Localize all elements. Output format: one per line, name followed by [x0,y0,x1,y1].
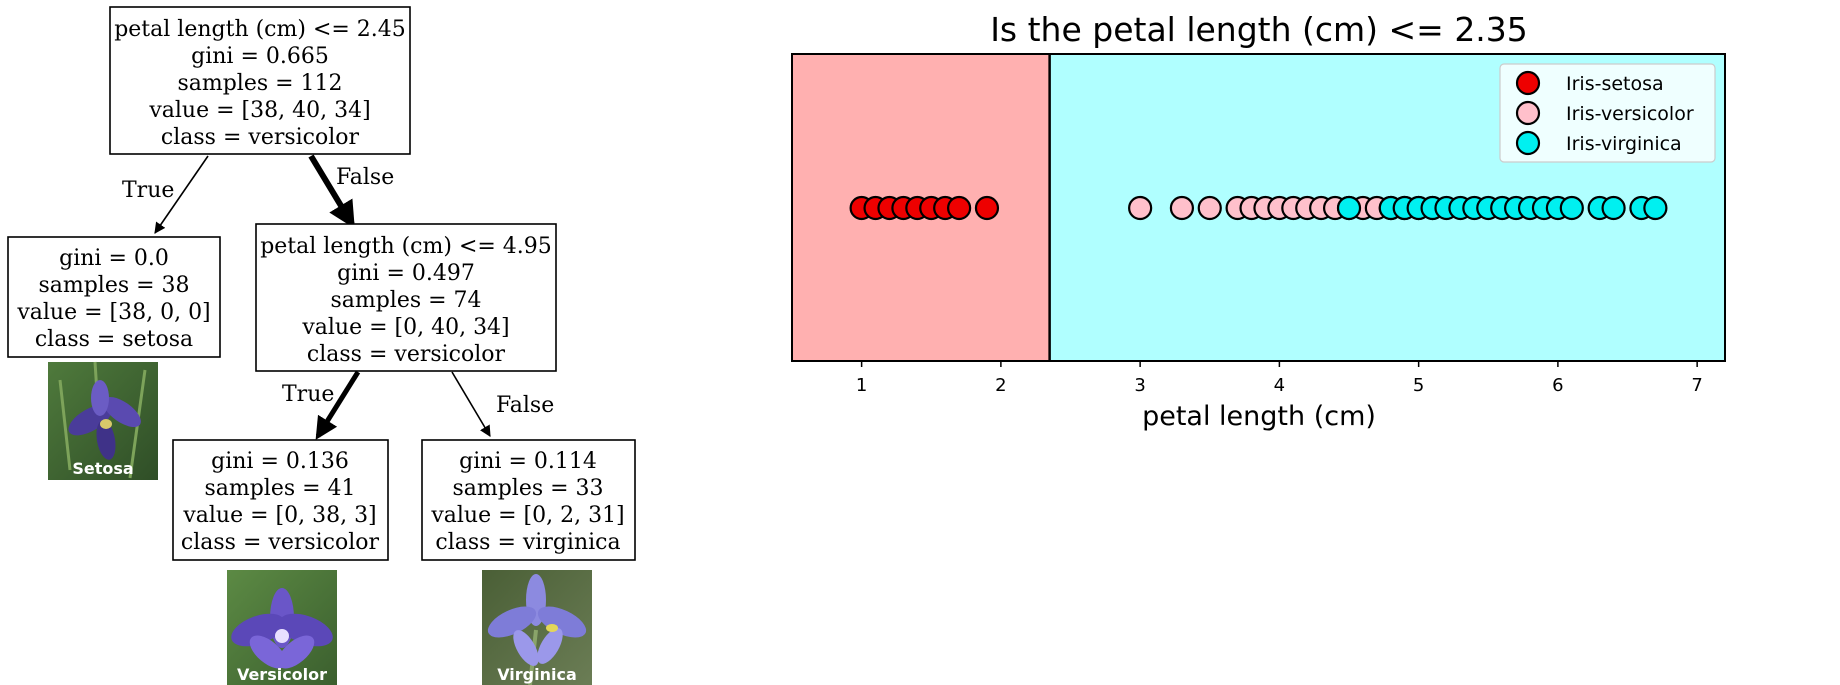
legend-label: Iris-setosa [1566,73,1664,95]
node-line: value = [38, 0, 0] [16,300,210,325]
decision-tree: True False True False petal length (cm) … [7,6,636,685]
x-tick-label: 6 [1552,375,1563,396]
legend-marker [1515,100,1541,126]
tree-node-root: petal length (cm) <= 2.45 gini = 0.665 s… [109,6,411,155]
tree-node-versicolor-leaf: gini = 0.136 samples = 41 value = [0, 38… [172,439,389,561]
edge-split-false [451,371,491,437]
legend-marker [1515,70,1541,96]
edge-root-true [154,155,209,234]
edge-label-split-true: True [282,382,334,407]
node-line: samples = 112 [177,71,342,96]
edge-label-split-false: False [496,393,554,418]
node-line: samples = 41 [204,476,355,501]
data-point-iris-virginica [1601,195,1626,221]
tree-node-virginica-leaf: gini = 0.114 samples = 33 value = [0, 2,… [421,439,636,561]
legend-label: Iris-virginica [1566,133,1682,155]
node-line: gini = 0.665 [191,44,329,69]
node-line: samples = 33 [452,476,603,501]
node-line: petal length (cm) <= 4.95 [260,234,552,259]
x-tick-label: 1 [856,375,867,396]
legend-label: Iris-versicolor [1566,103,1694,125]
node-line: value = [38, 40, 34] [148,98,370,123]
virginica-flower-label: Virginica [497,665,577,684]
node-line: value = [0, 40, 34] [301,315,509,340]
petal-length-split-chart: Is the petal length (cm) <= 2.35 1 2 3 4 5 6 7… [791,10,1726,432]
tree-node-right-split: petal length (cm) <= 4.95 gini = 0.497 s… [255,223,557,372]
chart-title: Is the petal length (cm) <= 2.35 [990,10,1528,49]
node-line: gini = 0.497 [337,261,475,286]
data-point-iris-virginica [1336,195,1362,221]
edge-split-true [315,370,361,440]
legend: Iris-setosa Iris-versicolor Iris-virginica [1499,63,1716,163]
setosa-flower-image: Setosa [48,361,158,480]
data-point-iris-virginica [1643,195,1668,221]
node-line: class = versicolor [307,342,506,367]
data-point-iris-versicolor [1197,195,1222,221]
node-line: class = virginica [435,530,620,555]
node-line: gini = 0.136 [211,449,349,474]
data-point-iris-versicolor [1169,195,1195,221]
data-point-iris-virginica [1559,195,1584,221]
edge-label-root-false: False [336,165,394,190]
node-line: petal length (cm) <= 2.45 [114,17,406,42]
x-axis: 1 2 3 4 5 6 7 [856,361,1703,396]
legend-marker [1515,130,1541,156]
setosa-flower-label: Setosa [72,459,133,478]
data-points [849,195,1668,221]
versicolor-flower-image: Versicolor [227,570,337,685]
data-point-iris-setosa [947,195,972,221]
edge-root-false [308,154,355,229]
x-tick-label: 2 [995,375,1006,396]
x-tick-label: 4 [1274,375,1285,396]
node-line: gini = 0.114 [459,449,597,474]
x-axis-label: petal length (cm) [1142,401,1376,432]
node-line: samples = 74 [330,288,481,313]
node-line: gini = 0.0 [59,246,169,271]
tree-node-setosa-leaf: gini = 0.0 samples = 38 value = [38, 0, … [7,236,221,358]
data-point-iris-setosa [974,195,1000,221]
virginica-flower-image: Virginica [482,570,592,685]
node-line: value = [0, 38, 3] [182,503,376,528]
node-line: samples = 38 [38,273,189,298]
node-line: class = versicolor [181,530,380,555]
node-line: value = [0, 2, 31] [430,503,624,528]
data-point-iris-versicolor [1128,195,1153,221]
x-tick-label: 7 [1691,375,1702,396]
plot-frame [791,53,1726,362]
edge-label-root-true: True [122,178,174,203]
legend-box [1499,63,1716,163]
x-tick-label: 3 [1134,375,1145,396]
versicolor-flower-label: Versicolor [237,665,327,684]
node-line: class = versicolor [161,125,360,150]
node-line: class = setosa [35,327,193,352]
x-tick-label: 5 [1413,375,1424,396]
